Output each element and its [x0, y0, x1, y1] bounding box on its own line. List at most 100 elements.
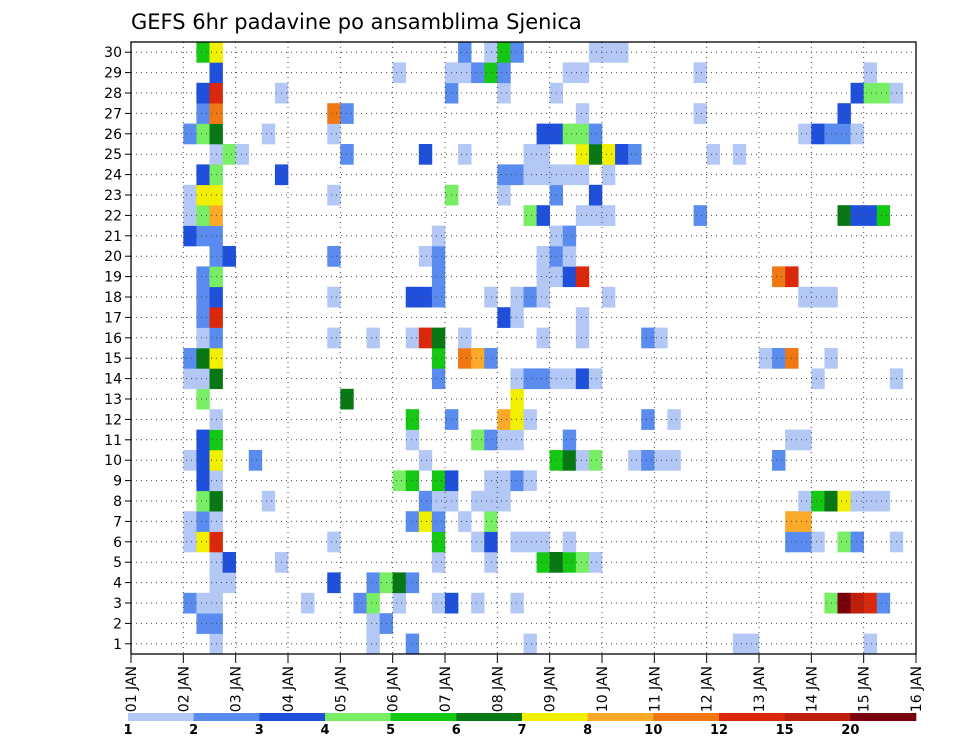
heatmap-cell	[431, 348, 446, 369]
heatmap-cell	[837, 123, 851, 145]
heatmap-cell	[196, 225, 210, 247]
x-tick-label: 13 JAN	[752, 666, 768, 712]
heatmap-cell	[575, 164, 590, 186]
heatmap-cell	[497, 164, 511, 186]
legend-label: 8	[583, 723, 592, 738]
heatmap-cell	[693, 62, 707, 84]
heatmap-cell	[431, 592, 446, 614]
heatmap-cell	[575, 450, 590, 471]
heatmap-cell	[510, 42, 524, 63]
y-tick-label: 21	[104, 229, 122, 245]
heatmap-cell	[366, 633, 380, 655]
heatmap-cell	[196, 307, 210, 328]
x-tick-label: 04 JAN	[281, 666, 297, 712]
heatmap-cell	[876, 592, 891, 614]
heatmap-cell	[196, 184, 210, 206]
heatmap-cell	[431, 225, 446, 247]
heatmap-cell	[602, 164, 616, 186]
heatmap-cell	[811, 368, 825, 390]
heatmap-cell	[523, 286, 537, 308]
legend-label: 2	[189, 723, 198, 738]
heatmap-cell	[327, 572, 341, 594]
heatmap-cell	[837, 531, 851, 553]
legend-label: 10	[644, 723, 662, 738]
heatmap-cell	[196, 592, 210, 614]
heatmap-cell	[523, 531, 537, 553]
heatmap-cell	[850, 592, 864, 614]
heatmap-cell	[510, 388, 524, 410]
heatmap-cell	[183, 205, 197, 226]
heatmap-cell	[196, 348, 210, 369]
heatmap-cell	[196, 429, 210, 451]
legend-label: 5	[386, 723, 395, 738]
heatmap-cell	[562, 62, 577, 84]
heatmap-cell	[628, 450, 642, 471]
heatmap-cell	[471, 592, 485, 614]
x-tick-label: 14 JAN	[804, 666, 820, 712]
y-tick-label: 14	[104, 372, 122, 388]
heatmap-cell	[602, 205, 616, 226]
heatmap-cell	[811, 286, 825, 308]
heatmap-cell	[431, 286, 446, 308]
heatmap-cell	[196, 164, 210, 186]
heatmap-cell	[602, 42, 616, 63]
heatmap-cell	[196, 327, 210, 349]
y-tick-label: 12	[104, 412, 122, 428]
y-tick-label: 15	[104, 351, 122, 367]
y-tick-label: 28	[104, 86, 122, 102]
y-tick-label: 26	[104, 127, 122, 143]
heatmap-cell	[418, 286, 433, 308]
heatmap-cell	[196, 388, 210, 410]
heatmap-cell	[772, 348, 786, 369]
heatmap-cell	[732, 633, 747, 655]
y-tick-label: 7	[113, 514, 122, 530]
heatmap-cell	[484, 286, 498, 308]
heatmap-cell	[183, 123, 197, 145]
y-tick-label: 24	[104, 168, 122, 184]
heatmap-cell	[366, 572, 380, 594]
heatmap-cell	[575, 307, 590, 328]
heatmap-cell	[602, 286, 616, 308]
heatmap-cell	[353, 592, 367, 614]
heatmap-cell	[850, 205, 864, 226]
y-tick-label: 1	[113, 637, 122, 653]
heatmap-cell	[536, 205, 550, 226]
y-tick-label: 6	[113, 535, 122, 551]
heatmap-cell	[837, 490, 851, 512]
heatmap-cell	[366, 613, 380, 634]
heatmap-cell	[641, 409, 655, 430]
heatmap-cell	[471, 62, 485, 84]
heatmap-cell	[863, 82, 878, 104]
heatmap-cell	[327, 531, 341, 553]
heatmap-cell	[484, 470, 498, 492]
heatmap-cell	[536, 123, 550, 145]
heatmap-cell	[340, 103, 354, 124]
heatmap-cell	[484, 490, 498, 512]
heatmap-cell	[588, 123, 603, 145]
heatmap-cell	[510, 164, 524, 186]
heatmap-cell	[759, 348, 773, 369]
heatmap-cell	[575, 368, 590, 390]
x-tick-label: 06 JAN	[386, 666, 402, 712]
heatmap-cell	[693, 103, 707, 124]
heatmap-cell	[575, 205, 590, 226]
x-tick-label: 05 JAN	[333, 666, 349, 712]
heatmap-cell	[418, 490, 433, 512]
heatmap-cell	[523, 164, 537, 186]
heatmap-cell	[327, 327, 341, 349]
x-tick-label: 12 JAN	[700, 666, 716, 712]
heatmap-cell	[523, 368, 537, 390]
heatmap-cell	[431, 470, 446, 492]
heatmap-cell	[863, 205, 878, 226]
heatmap-cell	[196, 470, 210, 492]
heatmap-cell	[405, 572, 420, 594]
heatmap-cell	[562, 225, 577, 247]
heatmap-cell	[667, 409, 681, 430]
heatmap-cell	[418, 144, 433, 165]
heatmap-cell	[863, 62, 878, 84]
heatmap-cell	[536, 368, 550, 390]
y-tick-label: 11	[104, 433, 122, 449]
heatmap-cell	[641, 327, 655, 349]
x-tick-label: 08 JAN	[490, 666, 506, 712]
